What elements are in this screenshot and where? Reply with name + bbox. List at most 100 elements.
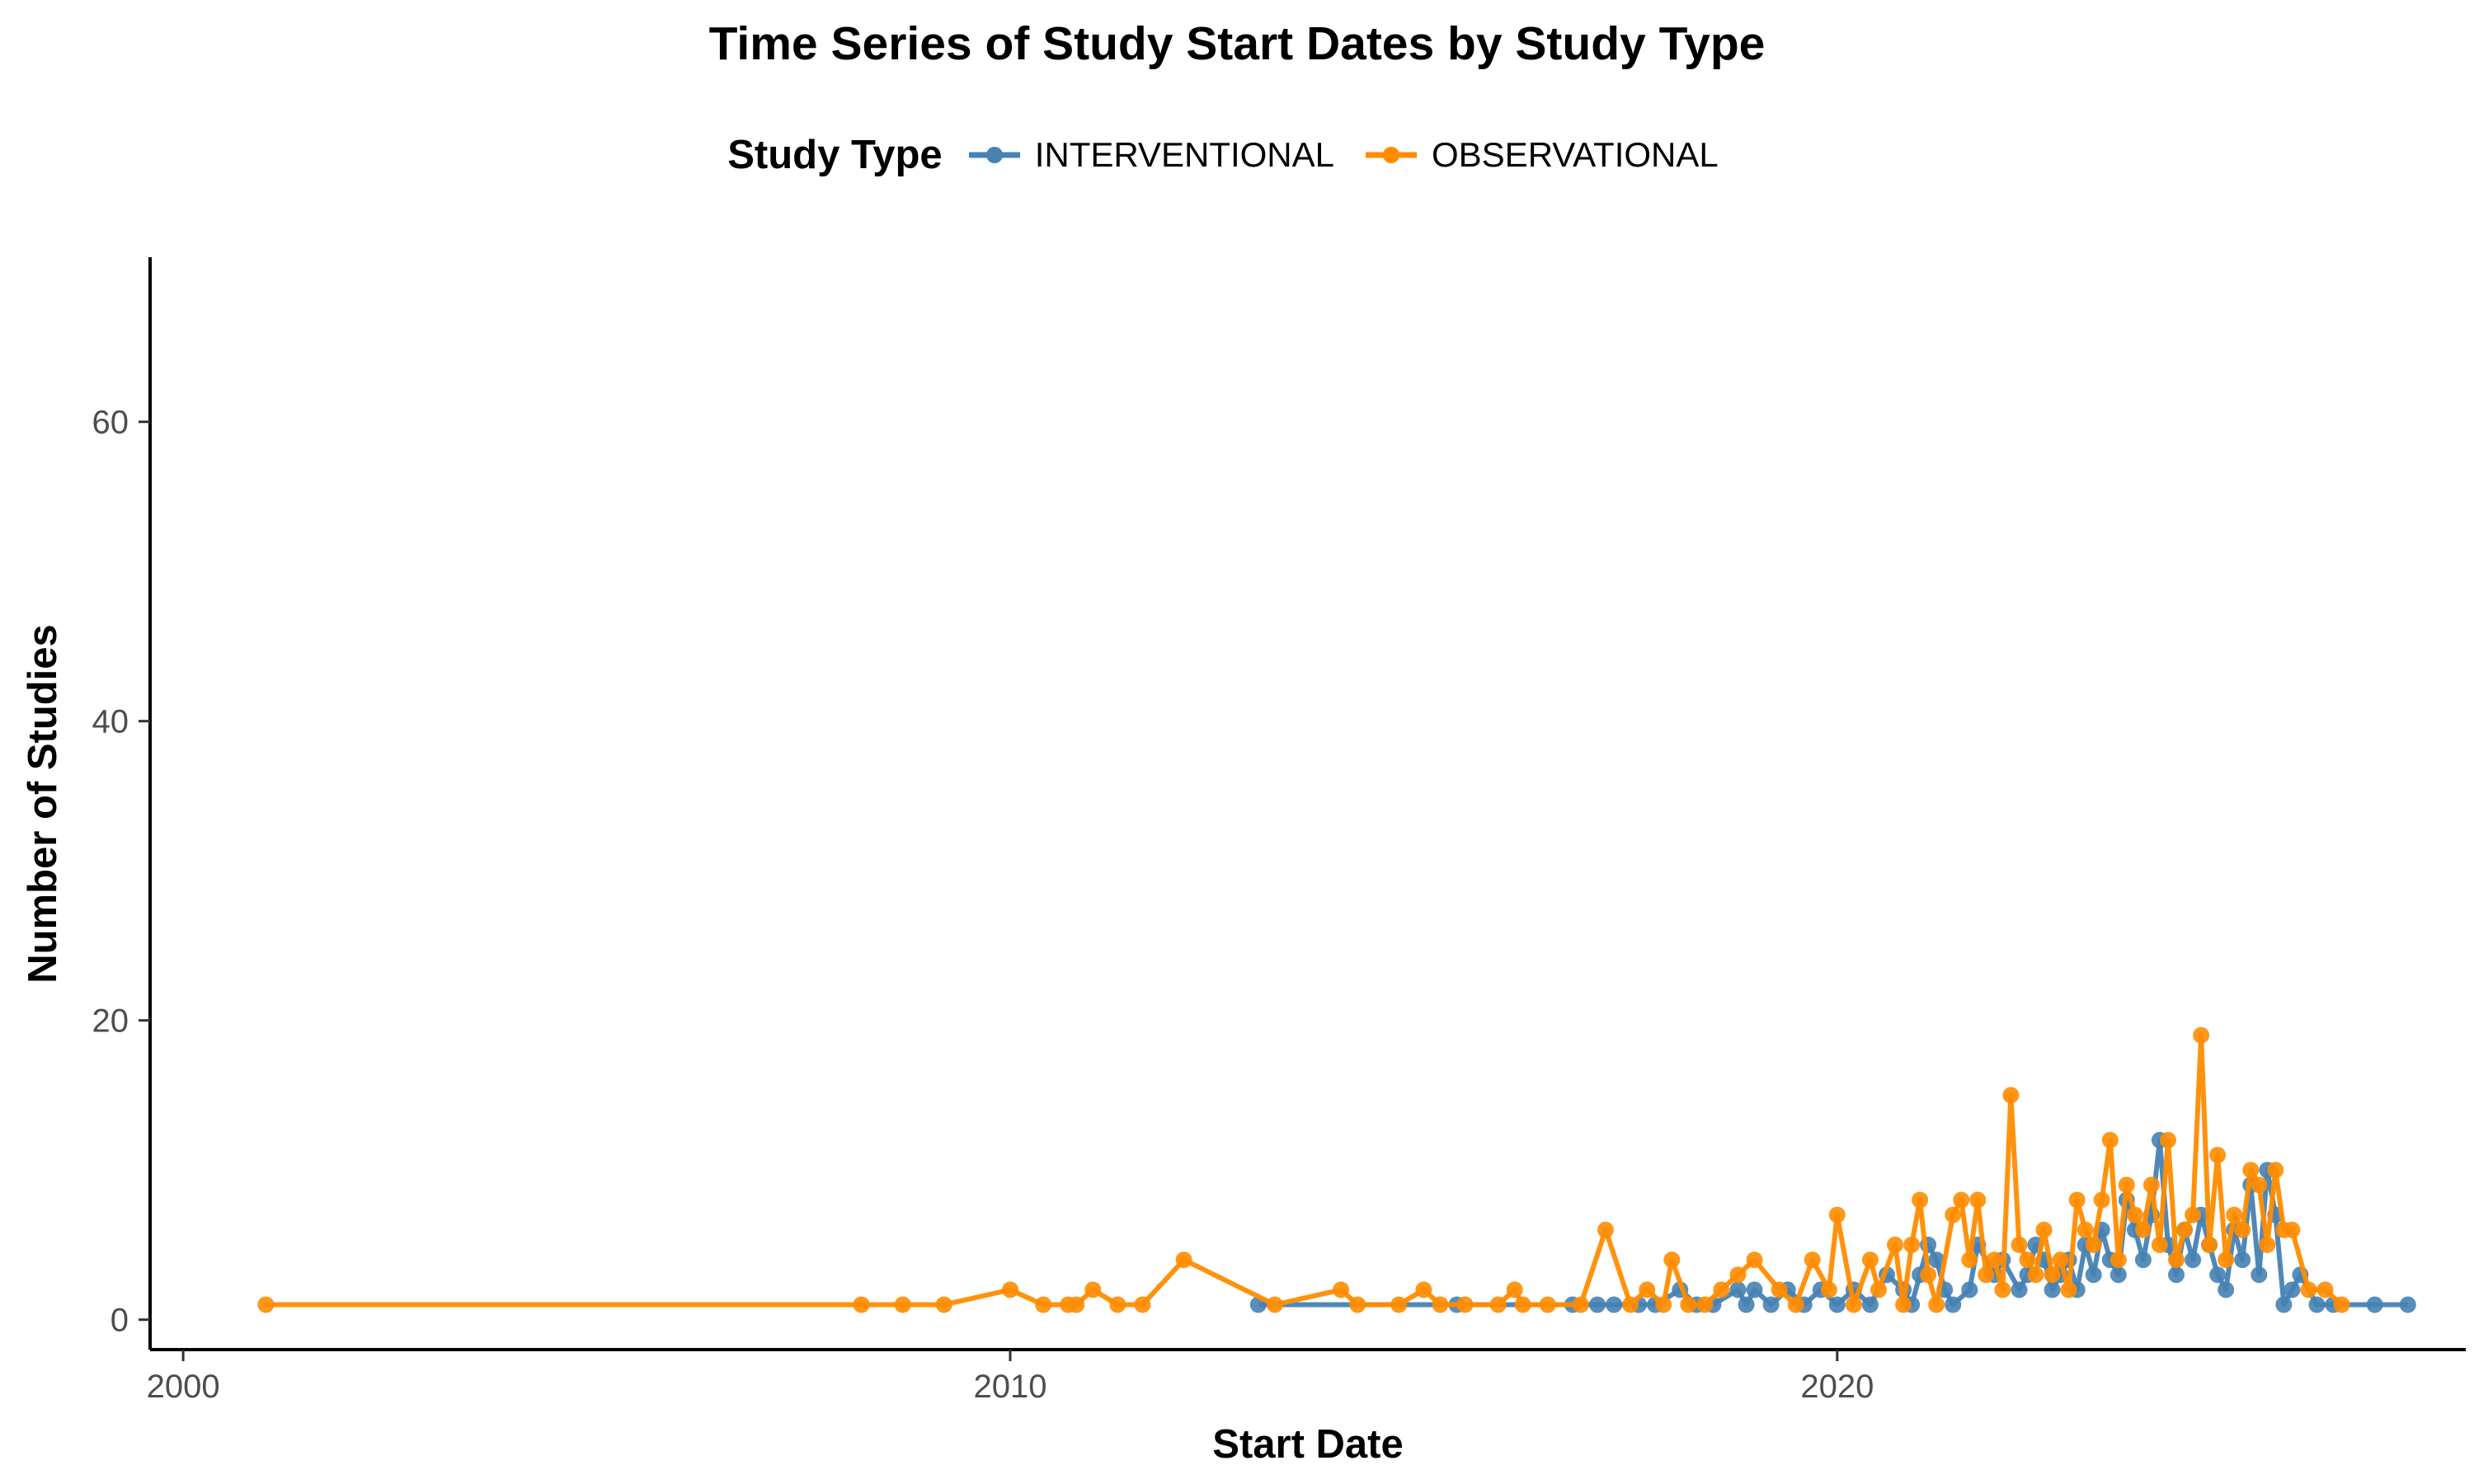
data-point-observational [1068,1296,1085,1313]
data-point-observational [1506,1281,1523,1298]
data-point-observational [2134,1221,2152,1238]
data-point-interventional [2275,1296,2293,1313]
x-tick-label: 2000 [147,1369,220,1405]
data-point-observational [2201,1236,2218,1253]
data-point-observational [1349,1296,1366,1313]
data-point-observational [2226,1206,2243,1223]
y-tick-label: 40 [92,704,129,740]
data-point-observational [894,1296,911,1313]
data-point-observational [1134,1296,1151,1313]
data-point-observational [1514,1296,1531,1313]
data-point-interventional [1928,1252,1945,1269]
data-point-observational [2085,1236,2102,1253]
y-ticks: 0 20 40 60 [92,405,150,1339]
data-point-interventional [2134,1252,2152,1269]
data-point-observational [1456,1296,1474,1313]
axes [148,257,2466,1351]
data-point-observational [1994,1281,2011,1298]
data-point-interventional [2085,1266,2102,1284]
legend-title: Study Type [727,133,943,177]
data-point-interventional [2308,1296,2326,1313]
data-point-observational [2027,1266,2044,1284]
data-point-observational [2176,1221,2193,1238]
data-point-observational [1903,1236,1921,1253]
data-point-observational [1729,1266,1747,1284]
data-point-observational [1109,1296,1126,1313]
data-point-observational [2052,1252,2069,1269]
data-point-observational [2126,1206,2143,1223]
data-point-observational [1639,1281,1656,1298]
data-point-observational [1920,1266,1937,1284]
data-point-interventional [2399,1296,2416,1313]
x-ticks: 2000 2010 2020 [147,1350,1874,1405]
y-tick-label: 60 [92,405,129,441]
data-point-observational [2011,1236,2028,1253]
legend-label-observational: OBSERVATIONAL [1431,135,1719,174]
data-point-interventional [2011,1281,2028,1298]
data-point-interventional [2209,1266,2227,1284]
data-point-observational [1035,1296,1052,1313]
data-point-observational [2077,1221,2094,1238]
chart-title: Time Series of Study Start Dates by Stud… [708,17,1766,70]
data-point-observational [257,1296,275,1313]
data-point-interventional [1589,1296,1606,1313]
data-point-observational [1912,1191,1929,1209]
data-point-observational [2168,1252,2185,1269]
data-point-observational [2251,1176,2268,1194]
data-point-observational [2333,1296,2350,1313]
data-point-observational [2151,1236,2168,1253]
data-point-observational [1771,1281,1788,1298]
data-point-observational [2118,1176,2135,1194]
data-point-interventional [2168,1266,2185,1284]
data-point-observational [1415,1281,1432,1298]
data-point-observational [1333,1281,1350,1298]
data-point-interventional [1738,1296,1755,1313]
data-point-interventional [1861,1296,1879,1313]
data-point-interventional [2366,1296,2383,1313]
data-point-interventional [1961,1281,1978,1298]
data-point-observational [1986,1252,2003,1269]
legend-key-interventional [968,147,1020,163]
data-point-observational [1002,1281,1018,1298]
data-point-observational [1696,1296,1714,1313]
data-point-observational [2267,1162,2284,1179]
y-tick-label: 20 [92,1003,129,1040]
data-point-observational [2316,1281,2334,1298]
data-point-observational [2185,1206,2202,1223]
data-point-observational [1978,1266,1995,1284]
data-point-observational [1861,1252,1879,1269]
data-point-observational [1928,1296,1945,1313]
data-point-observational [1175,1252,1192,1269]
data-point-observational [2234,1221,2251,1238]
data-point-observational [2160,1131,2176,1148]
data-point-observational [2060,1281,2077,1298]
data-point-observational [935,1296,952,1313]
data-point-observational [1713,1281,1730,1298]
data-point-observational [2019,1252,2036,1269]
data-point-observational [1084,1281,1102,1298]
data-point-observational [2209,1147,2227,1163]
data-point-observational [1572,1296,1589,1313]
data-point-observational [2142,1176,2160,1194]
data-point-interventional [1729,1281,1747,1298]
data-point-observational [1680,1296,1697,1313]
y-tick-label: 0 [111,1303,129,1339]
data-point-observational [1787,1296,1804,1313]
legend: Study Type INTERVENTIONAL OBSERVATIONAL [0,130,2474,180]
data-point-observational [1945,1206,1962,1223]
data-point-observational [1746,1252,1763,1269]
legend-entry-observational: OBSERVATIONAL [1362,135,1719,175]
data-point-observational [1828,1206,1846,1223]
data-point-observational [2193,1026,2210,1044]
data-point-observational [1489,1296,1507,1313]
y-axis-title: Number of Studies [21,624,65,984]
data-point-interventional [2109,1266,2127,1284]
legend-label-interventional: INTERVENTIONAL [1034,135,1334,174]
data-point-observational [1895,1296,1912,1313]
data-point-observational [2218,1252,2235,1269]
data-point-observational [1663,1252,1681,1269]
data-point-observational [2259,1236,2276,1253]
data-point-interventional [2218,1281,2235,1298]
data-point-observational [1845,1296,1862,1313]
